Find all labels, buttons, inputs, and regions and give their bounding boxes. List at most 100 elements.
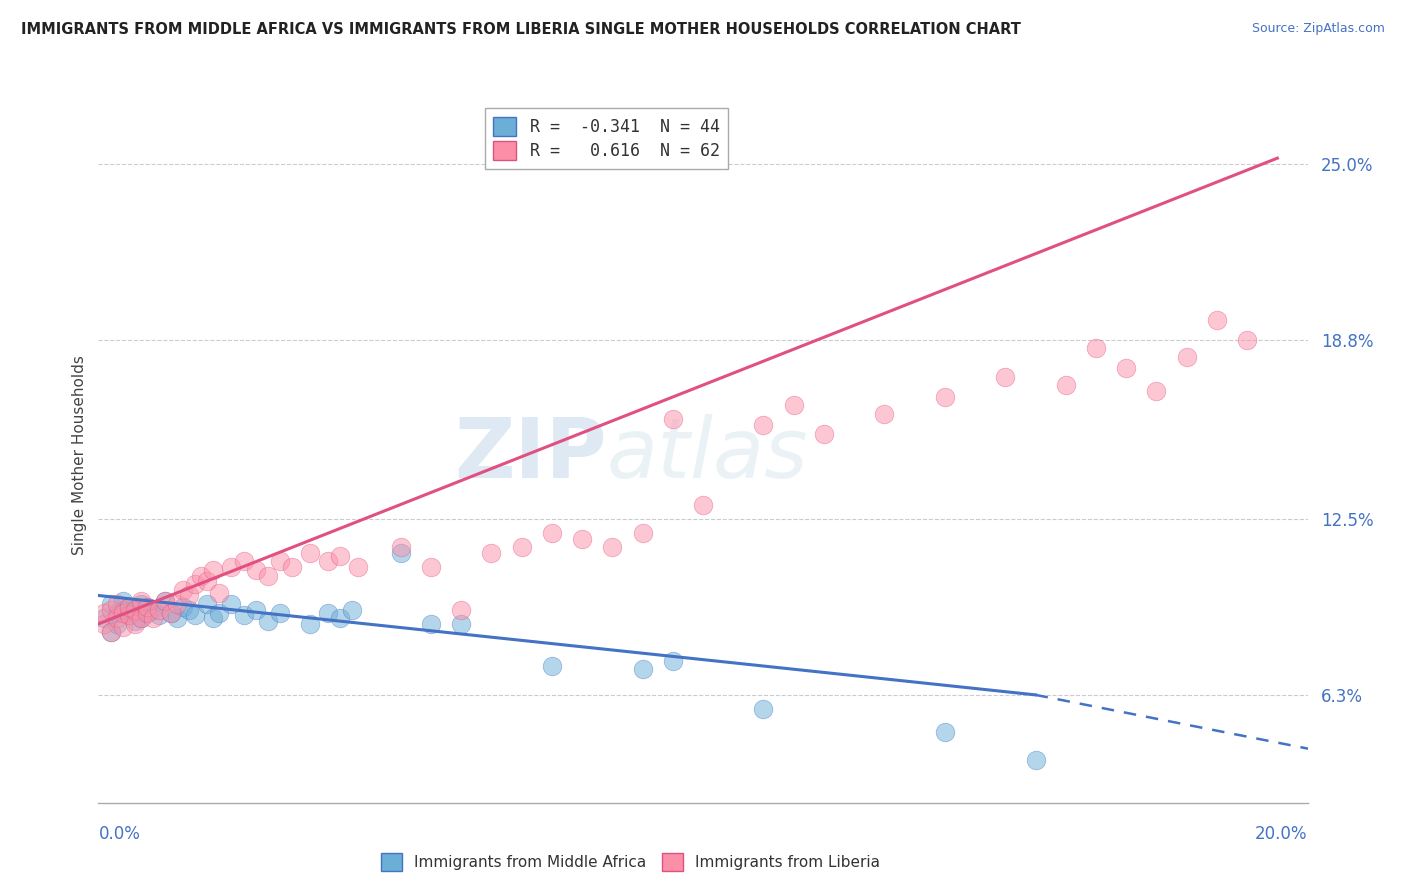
Point: [100, 603, 122, 617]
Point: [232, 554, 254, 568]
Point: [142, 603, 165, 617]
Point: [100, 597, 122, 611]
Point: [256, 568, 278, 582]
Text: 20.0%: 20.0%: [1256, 825, 1308, 843]
Point: [994, 369, 1017, 384]
Text: 0.0%: 0.0%: [98, 825, 141, 843]
Point: [342, 603, 364, 617]
Text: atlas: atlas: [606, 415, 808, 495]
Point: [118, 599, 141, 614]
Point: [299, 546, 322, 560]
Point: [752, 418, 775, 433]
Point: [752, 702, 775, 716]
Text: ZIP: ZIP: [454, 415, 606, 495]
Point: [1085, 342, 1108, 356]
Point: [93, 606, 115, 620]
Point: [1115, 361, 1137, 376]
Point: [631, 662, 654, 676]
Point: [129, 597, 152, 611]
Point: [419, 560, 441, 574]
Point: [540, 526, 562, 541]
Point: [510, 540, 533, 554]
Point: [450, 616, 472, 631]
Point: [281, 560, 304, 574]
Point: [124, 603, 146, 617]
Point: [135, 606, 157, 620]
Point: [148, 608, 170, 623]
Point: [661, 412, 683, 426]
Text: IMMIGRANTS FROM MIDDLE AFRICA VS IMMIGRANTS FROM LIBERIA SINGLE MOTHER HOUSEHOLD: IMMIGRANTS FROM MIDDLE AFRICA VS IMMIGRA…: [21, 22, 1021, 37]
Point: [602, 540, 624, 554]
Point: [190, 568, 212, 582]
Point: [100, 625, 122, 640]
Point: [118, 608, 141, 623]
Point: [221, 597, 243, 611]
Point: [245, 563, 267, 577]
Point: [148, 603, 170, 617]
Point: [160, 606, 183, 620]
Point: [160, 606, 183, 620]
Point: [166, 611, 188, 625]
Point: [124, 616, 146, 631]
Point: [389, 546, 412, 560]
Point: [450, 603, 472, 617]
Point: [172, 599, 194, 614]
Point: [172, 582, 194, 597]
Point: [184, 608, 207, 623]
Point: [1206, 313, 1229, 327]
Point: [111, 594, 134, 608]
Point: [202, 611, 225, 625]
Point: [329, 611, 352, 625]
Point: [661, 654, 683, 668]
Point: [571, 532, 593, 546]
Point: [419, 616, 441, 631]
Point: [1024, 753, 1046, 767]
Point: [1175, 350, 1198, 364]
Point: [1054, 378, 1077, 392]
Point: [1144, 384, 1167, 398]
Point: [481, 546, 503, 560]
Point: [316, 554, 339, 568]
Point: [184, 577, 207, 591]
Point: [142, 611, 165, 625]
Y-axis label: Single Mother Households: Single Mother Households: [72, 355, 87, 555]
Point: [329, 549, 352, 563]
Point: [118, 599, 141, 614]
Point: [135, 599, 157, 614]
Point: [299, 616, 322, 631]
Point: [195, 574, 218, 589]
Point: [256, 614, 278, 628]
Point: [135, 606, 157, 620]
Point: [1236, 333, 1258, 347]
Point: [208, 585, 231, 599]
Point: [177, 603, 201, 617]
Point: [105, 606, 128, 620]
Point: [540, 659, 562, 673]
Point: [934, 390, 956, 404]
Point: [245, 603, 267, 617]
Point: [111, 606, 134, 620]
Point: [208, 606, 231, 620]
Point: [153, 594, 176, 608]
Point: [129, 594, 152, 608]
Point: [177, 589, 201, 603]
Point: [934, 724, 956, 739]
Point: [105, 611, 128, 625]
Point: [631, 526, 654, 541]
Point: [195, 597, 218, 611]
Point: [389, 540, 412, 554]
Point: [118, 608, 141, 623]
Point: [269, 554, 291, 568]
Point: [269, 606, 291, 620]
Point: [111, 603, 134, 617]
Point: [221, 560, 243, 574]
Legend: Immigrants from Middle Africa, Immigrants from Liberia: Immigrants from Middle Africa, Immigrant…: [373, 846, 889, 879]
Point: [153, 594, 176, 608]
Point: [93, 611, 115, 625]
Point: [166, 597, 188, 611]
Point: [316, 606, 339, 620]
Point: [100, 625, 122, 640]
Point: [692, 498, 714, 512]
Point: [124, 614, 146, 628]
Point: [111, 620, 134, 634]
